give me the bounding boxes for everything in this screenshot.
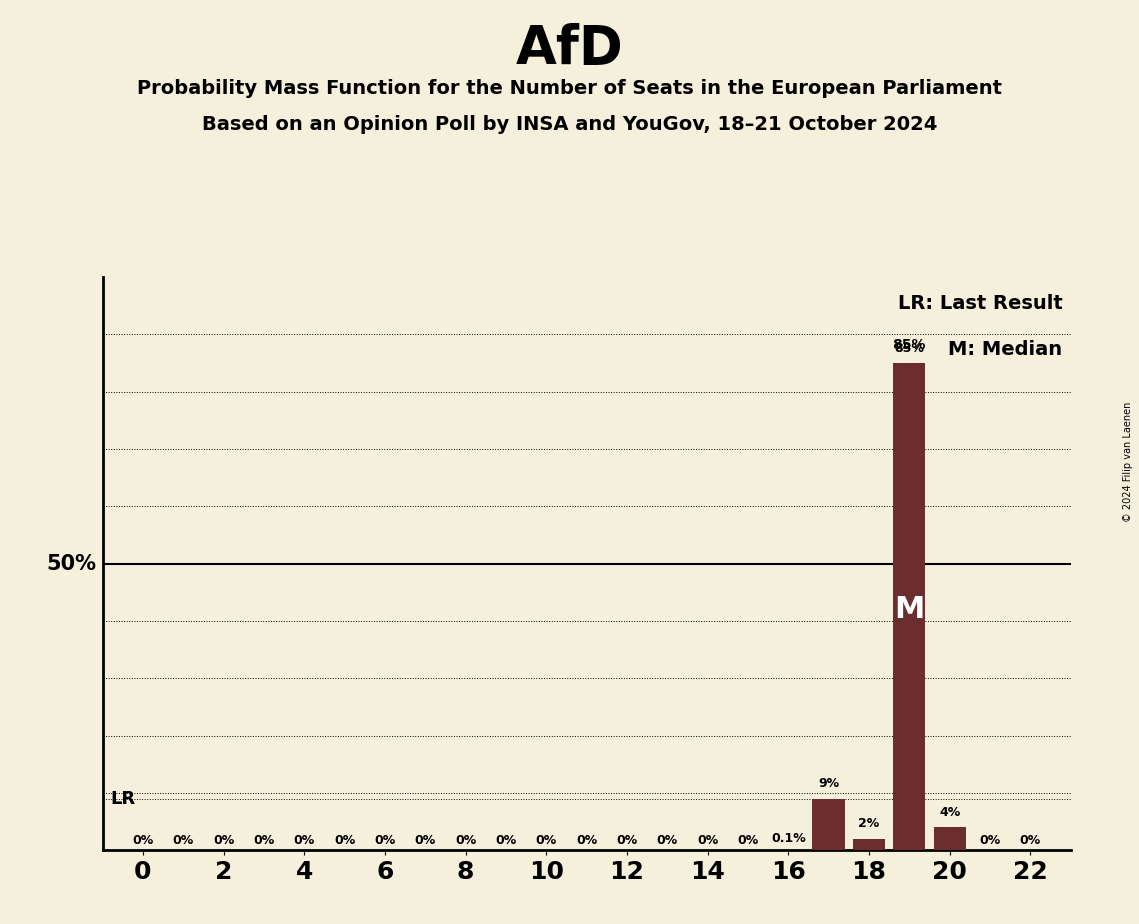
Text: 0%: 0% <box>576 834 597 847</box>
Text: 0%: 0% <box>294 834 314 847</box>
Text: 0%: 0% <box>415 834 436 847</box>
Text: AfD: AfD <box>516 23 623 75</box>
Bar <box>853 839 885 850</box>
Text: Based on an Opinion Poll by INSA and YouGov, 18–21 October 2024: Based on an Opinion Poll by INSA and You… <box>202 116 937 135</box>
Text: 9%: 9% <box>818 777 839 790</box>
Text: 0%: 0% <box>1019 834 1041 847</box>
Text: 0%: 0% <box>173 834 194 847</box>
Text: 0%: 0% <box>375 834 395 847</box>
Text: 4%: 4% <box>939 806 960 819</box>
Text: 85%: 85% <box>894 342 924 355</box>
Text: 0%: 0% <box>657 834 678 847</box>
Text: 0%: 0% <box>980 834 1000 847</box>
Text: 0%: 0% <box>737 834 759 847</box>
Text: 2%: 2% <box>859 817 879 830</box>
Text: 0%: 0% <box>616 834 638 847</box>
Text: 0%: 0% <box>334 834 355 847</box>
Text: 50%: 50% <box>47 553 97 574</box>
Text: 0%: 0% <box>213 834 235 847</box>
Bar <box>893 363 925 850</box>
Text: 0%: 0% <box>132 834 154 847</box>
Bar <box>934 827 966 850</box>
Text: Probability Mass Function for the Number of Seats in the European Parliament: Probability Mass Function for the Number… <box>137 79 1002 98</box>
Text: LR: Last Result: LR: Last Result <box>898 295 1063 313</box>
Text: 0.1%: 0.1% <box>771 832 805 845</box>
Text: M: Median: M: Median <box>949 340 1063 359</box>
Text: 0%: 0% <box>454 834 476 847</box>
Text: 85%: 85% <box>893 337 926 352</box>
Text: M: M <box>894 595 925 624</box>
Text: LR: LR <box>110 789 136 808</box>
Text: 0%: 0% <box>495 834 516 847</box>
Text: © 2024 Filip van Laenen: © 2024 Filip van Laenen <box>1123 402 1133 522</box>
Text: 0%: 0% <box>697 834 719 847</box>
Text: 0%: 0% <box>253 834 274 847</box>
Text: 0%: 0% <box>535 834 557 847</box>
Bar <box>812 798 845 850</box>
